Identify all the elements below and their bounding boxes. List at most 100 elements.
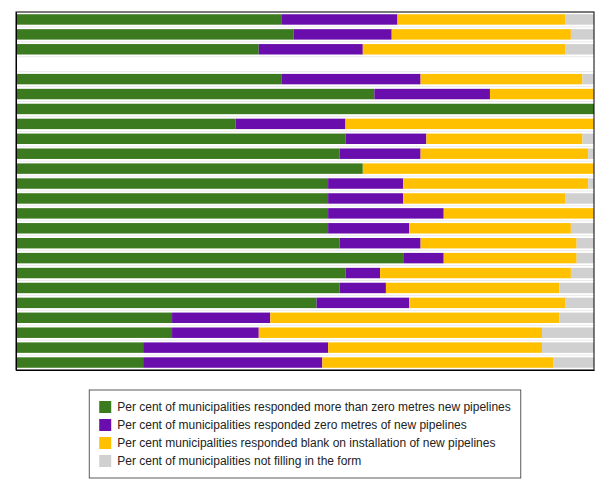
bar — [403, 178, 588, 188]
row-separator — [16, 340, 594, 341]
legend-frame — [89, 390, 521, 478]
row-separator — [16, 41, 594, 42]
bar — [16, 238, 340, 248]
legend-swatch — [99, 437, 111, 449]
bar — [588, 148, 594, 158]
bar — [236, 119, 346, 129]
row-separator — [16, 161, 594, 162]
bar — [172, 327, 259, 337]
bar — [409, 223, 571, 233]
bar — [16, 268, 345, 278]
bar — [259, 327, 542, 337]
row-separator — [16, 235, 594, 236]
bar — [542, 327, 594, 337]
bar-series — [259, 14, 594, 368]
legend-swatch — [99, 401, 111, 413]
bar — [409, 298, 565, 308]
bar — [588, 178, 594, 188]
bar — [16, 208, 328, 218]
legend-item: Per cent of municipalities responded mor… — [99, 400, 511, 414]
row-separator — [16, 116, 594, 117]
bar — [16, 178, 328, 188]
row-separator — [16, 295, 594, 296]
plot-background — [16, 12, 594, 370]
bar — [172, 313, 270, 323]
bar — [16, 298, 317, 308]
bar — [559, 313, 594, 323]
bar — [571, 268, 594, 278]
legend-item: Per cent of municipalities responded zer… — [99, 418, 467, 432]
row-separator — [16, 325, 594, 326]
bar — [345, 268, 380, 278]
bar — [340, 238, 421, 248]
bar — [426, 134, 582, 144]
bar — [143, 357, 322, 367]
bar — [259, 44, 363, 54]
bar — [322, 357, 553, 367]
bar — [565, 14, 594, 24]
bars — [16, 14, 594, 368]
bar — [16, 342, 143, 352]
bar — [16, 163, 363, 173]
bar — [16, 89, 374, 99]
bar — [554, 357, 594, 367]
bar — [403, 253, 443, 263]
bar-series — [16, 14, 594, 368]
bar — [16, 134, 345, 144]
bar — [340, 148, 421, 158]
bar — [444, 253, 577, 263]
bar — [397, 14, 565, 24]
plot-frame — [16, 12, 594, 370]
bar — [571, 29, 594, 39]
bar — [317, 298, 409, 308]
bar — [345, 119, 594, 129]
row-separator — [16, 205, 594, 206]
bar — [16, 253, 403, 263]
bar — [340, 283, 386, 293]
legend-item: Per cent municipalities responded blank … — [99, 436, 495, 450]
bar — [421, 238, 577, 248]
row-separators — [16, 12, 594, 370]
bar — [16, 74, 282, 84]
bar — [16, 357, 143, 367]
bar — [380, 268, 571, 278]
row-separator — [16, 280, 594, 281]
bar — [16, 148, 340, 158]
row-separator — [16, 265, 594, 266]
row-separator — [16, 250, 594, 251]
row-separator — [16, 146, 594, 147]
bar — [16, 193, 328, 203]
bar — [143, 342, 328, 352]
bar — [16, 283, 340, 293]
chart: Per cent of municipalities responded mor… — [0, 0, 610, 488]
row-separator — [16, 310, 594, 311]
bar — [386, 283, 559, 293]
bar — [571, 223, 594, 233]
row-separator — [16, 191, 594, 192]
bar — [328, 193, 403, 203]
bar — [559, 283, 594, 293]
bar — [374, 89, 490, 99]
bar — [403, 193, 565, 203]
bar — [16, 104, 594, 114]
bar — [565, 193, 594, 203]
legend-item: Per cent of municipalities not filling i… — [99, 454, 361, 468]
legend-label: Per cent of municipalities responded mor… — [117, 400, 511, 414]
bar — [282, 74, 421, 84]
bar — [16, 14, 282, 24]
bar — [444, 208, 594, 218]
plot-area — [16, 12, 595, 371]
bar — [421, 148, 589, 158]
row-separator — [16, 220, 594, 221]
bar — [328, 342, 542, 352]
bar — [392, 29, 571, 39]
row-separator — [16, 26, 594, 27]
bar — [16, 313, 172, 323]
bar — [16, 44, 259, 54]
bar — [582, 74, 594, 84]
row-separator — [16, 56, 594, 57]
legend-label: Per cent municipalities responded blank … — [117, 436, 495, 450]
bar — [363, 44, 565, 54]
bar — [16, 327, 172, 337]
bar — [363, 163, 594, 173]
